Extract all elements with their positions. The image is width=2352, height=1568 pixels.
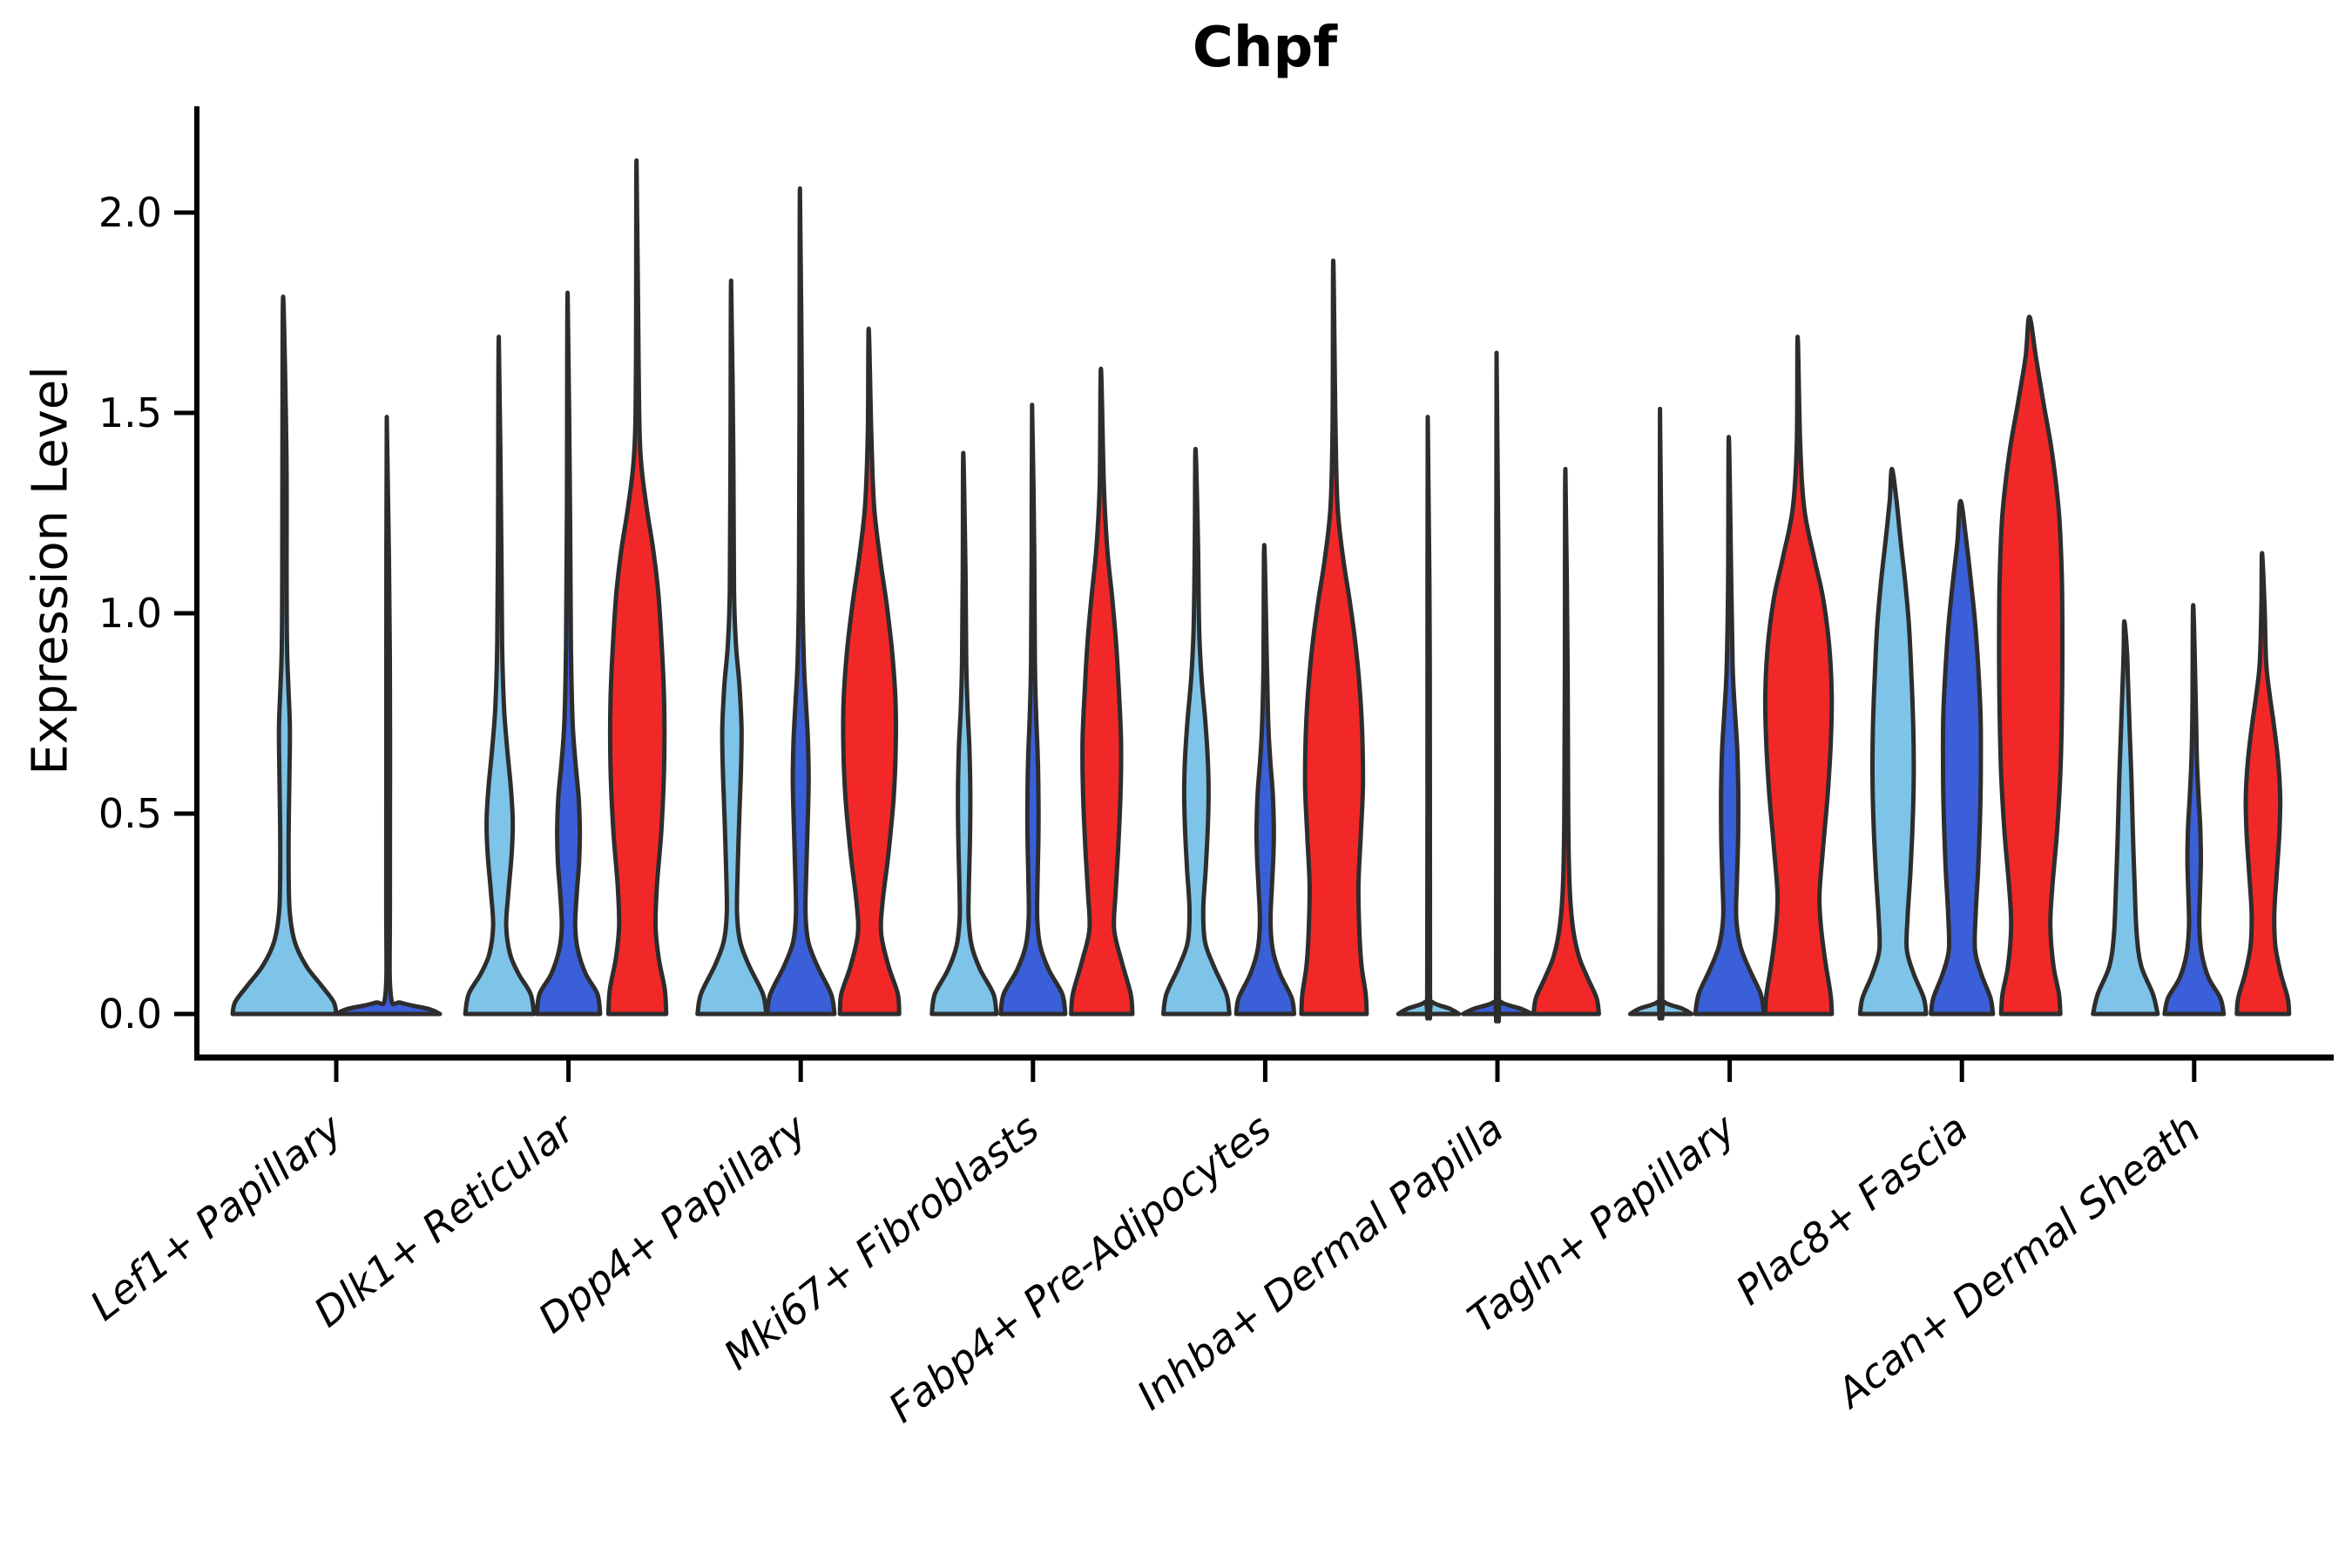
violin-fabp4-pre-adipocytes-light_blue <box>1161 446 1232 1017</box>
x-tick-label: Fabp4+ Pre-Adipocytes <box>880 1105 1280 1431</box>
violin-tagln-papillary-dark_blue <box>1693 435 1767 1017</box>
violin-inhba-dermal-papilla-dark_blue <box>1461 350 1534 1024</box>
violin-plac8-fascia-dark_blue <box>1929 498 1996 1017</box>
violin-dlk1-reticular-light_blue <box>463 335 537 1017</box>
violin-dlk1-reticular-dark_blue <box>534 290 603 1017</box>
chart-title: Chpf <box>1192 16 1338 80</box>
y-tick-label: 2.0 <box>98 189 162 236</box>
violin-dpp4-papillary-dark_blue <box>765 186 837 1017</box>
violin-acan-dermal-sheath-dark_blue <box>2162 603 2227 1017</box>
violin-plac8-fascia-light_blue <box>1857 466 1929 1017</box>
violin-inhba-dermal-papilla-red <box>1531 466 1601 1017</box>
violin-mki67-fibroblasts-dark_blue <box>998 402 1068 1017</box>
violin-mki67-fibroblasts-red <box>1069 366 1135 1017</box>
violin-acan-dermal-sheath-red <box>2234 551 2292 1017</box>
violin-dpp4-papillary-light_blue <box>695 278 769 1017</box>
violin-lef1-papillary-dark_blue <box>334 415 443 1017</box>
y-tick-label: 0.5 <box>98 790 162 837</box>
y-tick-label: 1.5 <box>98 389 162 436</box>
violin-dpp4-papillary-red <box>837 326 902 1017</box>
violin-mki67-fibroblasts-light_blue <box>929 450 999 1017</box>
violin-fabp4-pre-adipocytes-dark_blue <box>1233 543 1297 1017</box>
x-tick-label: Acan+ Dermal Sheath <box>1826 1105 2208 1418</box>
violin-tagln-papillary-red <box>1762 335 1835 1017</box>
y-tick-label: 0.0 <box>98 990 162 1037</box>
x-tick-label: Inhba+ Dermal Papilla <box>1128 1105 1512 1419</box>
violin-plac8-fascia-red <box>1997 314 2065 1017</box>
violin-dlk1-reticular-red <box>605 158 669 1017</box>
violin-inhba-dermal-papilla-light_blue <box>1396 415 1462 1021</box>
violin-lef1-papillary-light_blue <box>230 294 339 1017</box>
violin-acan-dermal-sheath-light_blue <box>2091 618 2160 1017</box>
violin-fabp4-pre-adipocytes-red <box>1299 258 1369 1017</box>
violin-tagln-papillary-light_blue <box>1627 406 1694 1021</box>
x-tick-label: Plac8+ Fascia <box>1727 1105 1977 1314</box>
y-tick-label: 1.0 <box>98 590 162 637</box>
